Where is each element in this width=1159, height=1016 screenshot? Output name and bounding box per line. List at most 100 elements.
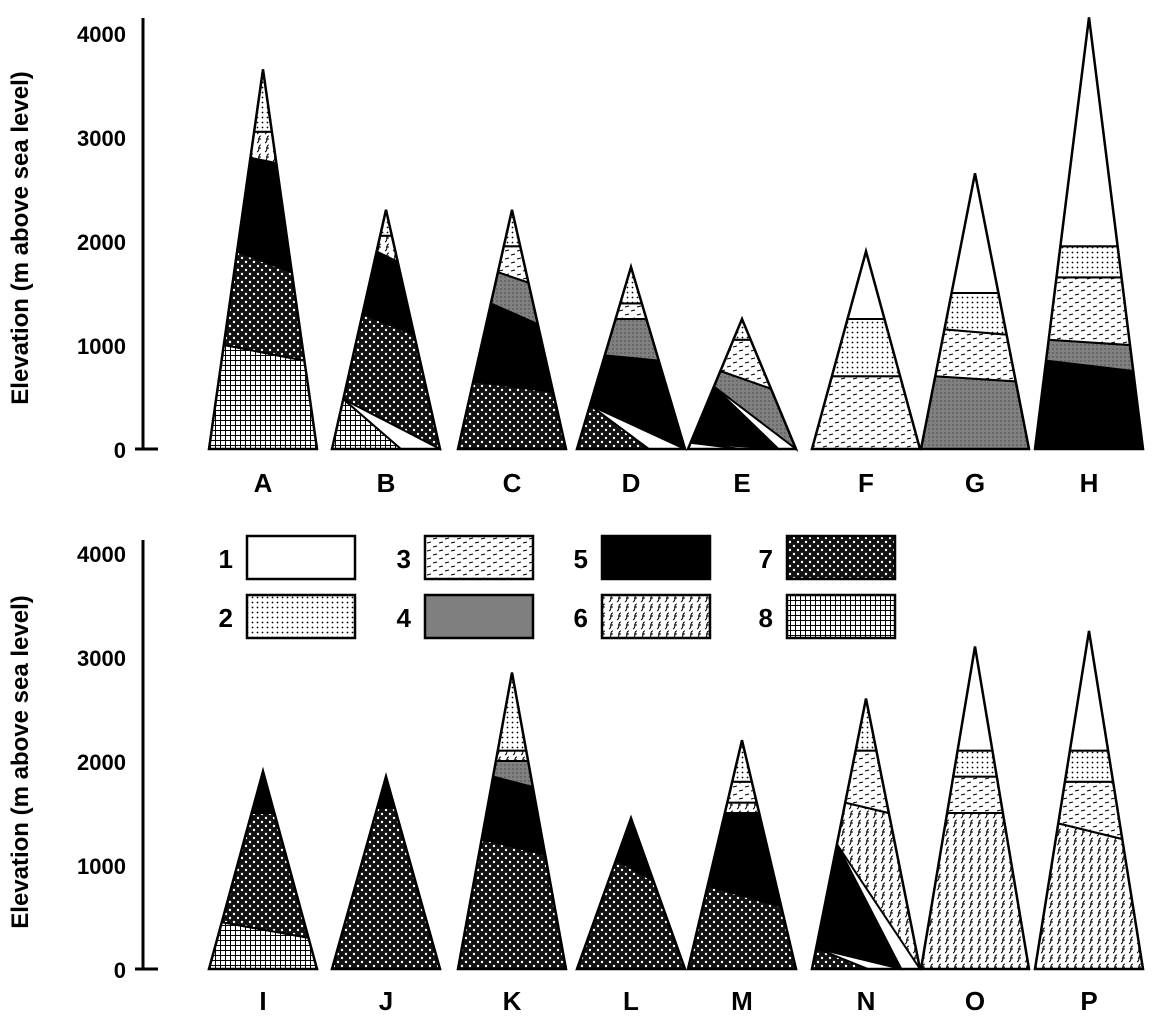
mountain-label: G (965, 468, 985, 498)
legend-swatch (785, 593, 897, 640)
zone-1-band (846, 247, 886, 320)
top-panel: Elevation (m above sea level) 0 1000 2000 3… (7, 17, 1145, 498)
mountain-E (686, 315, 799, 453)
zone-2-band (730, 739, 754, 783)
mountain-outline (686, 315, 798, 451)
zone-2-band (1063, 749, 1115, 783)
mountain-K (456, 672, 568, 971)
zone-3-band (934, 328, 1018, 383)
mountain-label: E (733, 468, 750, 498)
mountain-G (919, 173, 1031, 451)
y-tick-label: 4000 (77, 22, 126, 47)
y-tick-label: 3000 (77, 126, 126, 151)
legend-swatch (600, 593, 712, 640)
zone-5-band (250, 767, 276, 814)
zone-3-band (1047, 276, 1132, 347)
mountain-H (1033, 17, 1145, 451)
mountain-outline (575, 814, 687, 971)
zone-7-band (575, 858, 687, 970)
legend-swatch (245, 593, 357, 640)
mountain-I (207, 766, 319, 971)
mountain-label: N (857, 986, 876, 1016)
zone-1-band (956, 646, 994, 752)
mountain-label: K (503, 986, 522, 1016)
mountain-label: I (259, 986, 266, 1016)
zone-2-band (854, 698, 878, 752)
legend-label: 3 (397, 544, 411, 574)
mountain-label: A (254, 468, 273, 498)
zone-6-band (1033, 822, 1145, 970)
mountain-outline (810, 246, 922, 451)
mountain-O (919, 646, 1031, 971)
mountain-outline (1033, 630, 1145, 971)
mountain-label: M (731, 986, 753, 1016)
mountain-outline (456, 672, 568, 971)
bottom-y-axis-label: Elevation (m above sea level) (7, 595, 34, 928)
zone-1-band (1068, 630, 1110, 752)
mountain-N (810, 698, 922, 971)
mountain-outline (919, 646, 1031, 971)
mountain-A (207, 69, 319, 451)
legend-label: 4 (397, 603, 412, 633)
mountain-label: F (858, 468, 874, 498)
zone-5-band (472, 301, 555, 393)
zone-5-band (1033, 359, 1145, 450)
mountain-D (575, 262, 687, 451)
zone-3-band (945, 775, 1005, 814)
zone-2-band (952, 749, 998, 778)
mountain-label: C (503, 468, 522, 498)
mountain-outline (207, 766, 319, 971)
zone-4-band (919, 375, 1031, 450)
legend-label: 5 (574, 544, 588, 574)
zone-2-band (496, 672, 528, 752)
zone-7-band (456, 837, 568, 970)
mountain-outline (1033, 17, 1145, 451)
mountain-outline (686, 739, 798, 971)
zone-2-band (252, 69, 274, 133)
zone-1-band (1059, 17, 1119, 248)
mountain-B (330, 209, 442, 451)
y-tick-label: 2000 (77, 750, 126, 775)
legend-swatch (600, 534, 712, 581)
zone-2-band (1055, 245, 1123, 279)
y-tick-label: 0 (114, 438, 126, 463)
zone-2-band (830, 318, 902, 378)
mountain-P (1033, 630, 1145, 971)
y-tick-label: 2000 (77, 230, 126, 255)
mountain-outline (207, 69, 319, 451)
zone-6-band (723, 801, 761, 814)
mountain-C (456, 209, 568, 451)
mountain-M (686, 739, 798, 971)
legend-swatch (423, 534, 535, 581)
mountain-L (575, 814, 687, 971)
mountain-label: P (1080, 986, 1097, 1016)
zone-2-band (618, 263, 644, 305)
mountain-outline (575, 262, 687, 451)
top-y-axis-label: Elevation (m above sea level) (7, 71, 34, 404)
mountain-outline (330, 771, 442, 971)
legend-label: 2 (219, 603, 233, 633)
mountain-outline (919, 173, 1031, 451)
mountain-J (330, 771, 442, 971)
mountain-label: B (377, 468, 396, 498)
mountain-outline (810, 698, 922, 971)
legend: 1 2 3 4 5 6 7 8 (219, 534, 897, 640)
mountain-outline (330, 209, 442, 451)
mountain-outline (456, 209, 568, 451)
legend-label: 6 (574, 603, 588, 633)
y-tick-label: 4000 (77, 542, 126, 567)
legend-swatch (785, 534, 897, 581)
legend-label: 1 (219, 544, 233, 574)
mountain-label: O (965, 986, 985, 1016)
mountain-F (810, 246, 922, 451)
bottom-panel: Elevation (m above sea level) 0 1000 2000 3… (7, 540, 1145, 1016)
y-tick-label: 0 (114, 958, 126, 983)
y-tick-label: 1000 (77, 334, 126, 359)
legend-label: 8 (759, 603, 773, 633)
legend-swatch (423, 593, 535, 640)
zone-6-band (494, 749, 530, 762)
mountain-label: H (1080, 468, 1099, 498)
legend-swatch (245, 534, 357, 581)
mountain-label: J (379, 986, 393, 1016)
